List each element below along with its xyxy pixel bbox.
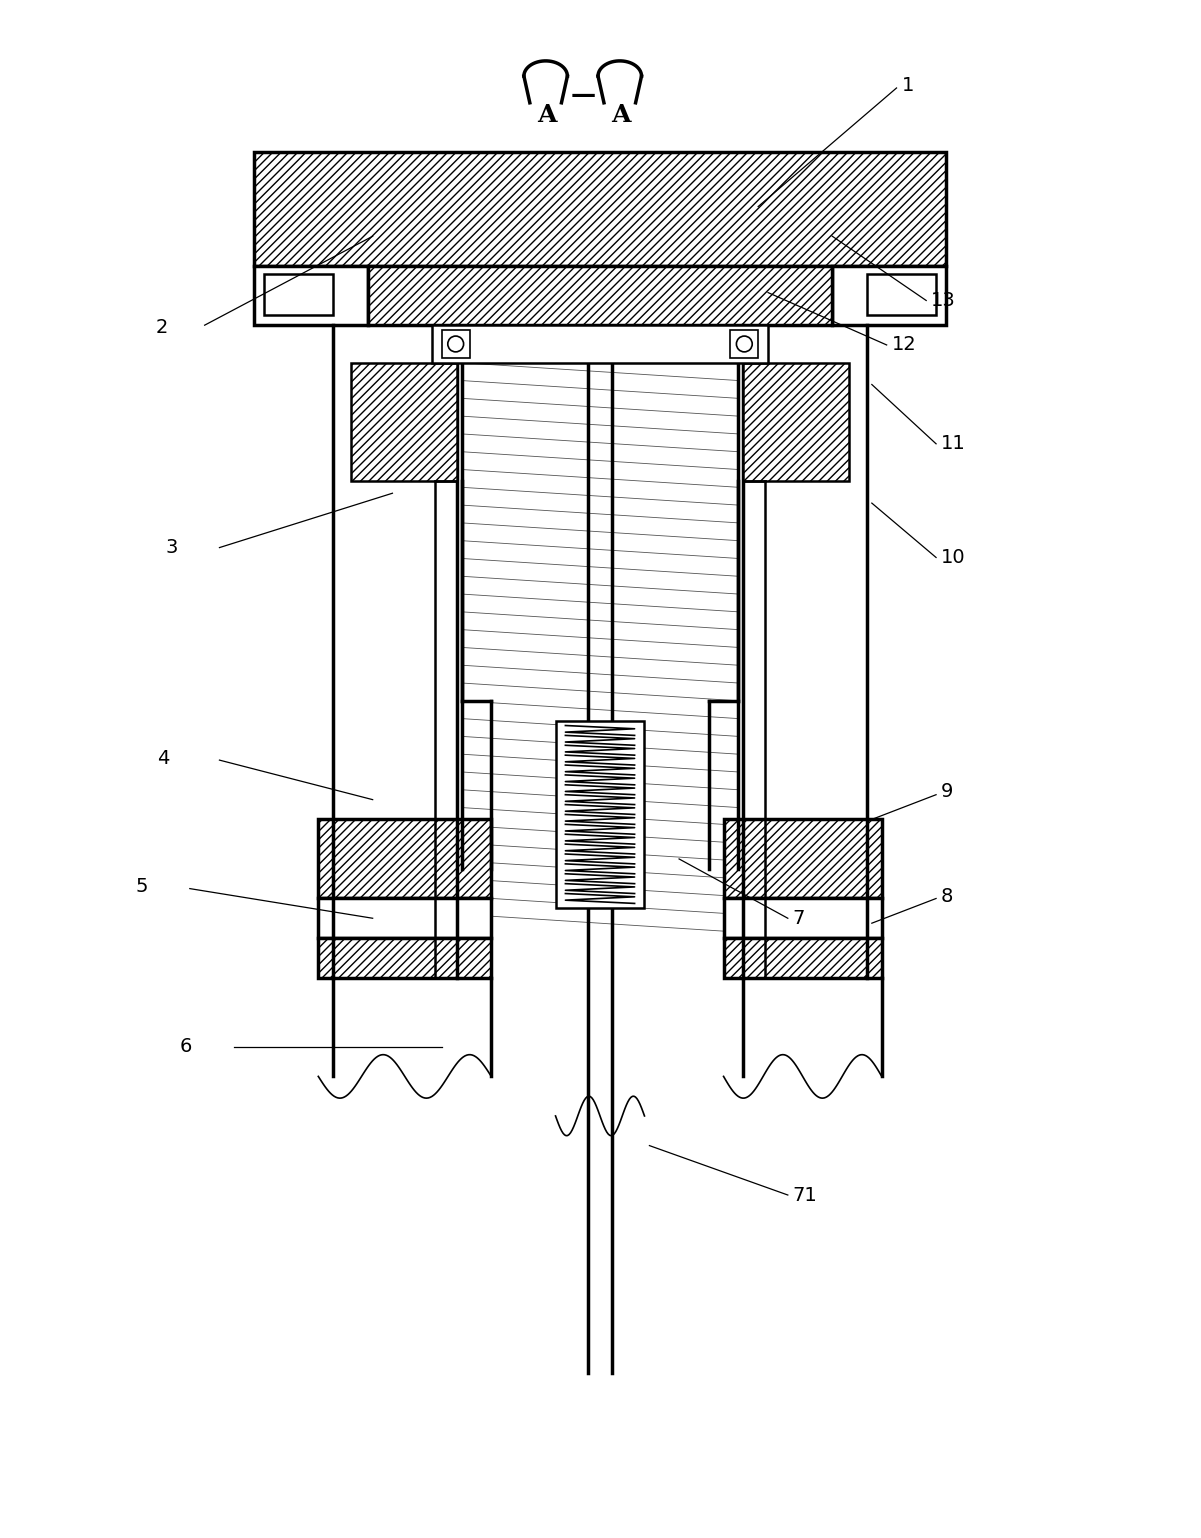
Bar xyxy=(442,331,470,358)
Bar xyxy=(556,721,645,909)
Bar xyxy=(832,266,946,325)
Text: 13: 13 xyxy=(931,291,956,311)
Bar xyxy=(723,938,882,978)
Text: A: A xyxy=(537,103,556,126)
Text: 12: 12 xyxy=(891,335,916,354)
Circle shape xyxy=(736,337,752,352)
Text: A: A xyxy=(611,103,631,126)
Bar xyxy=(255,152,946,266)
Text: 1: 1 xyxy=(902,77,914,95)
Text: 5: 5 xyxy=(136,877,148,897)
Text: 9: 9 xyxy=(942,783,954,801)
Text: 11: 11 xyxy=(942,434,966,454)
Bar xyxy=(723,898,882,938)
Bar xyxy=(730,331,758,358)
Bar xyxy=(318,820,491,898)
Text: 3: 3 xyxy=(165,538,178,557)
Text: 71: 71 xyxy=(793,1186,818,1204)
Bar xyxy=(318,898,491,938)
Text: 7: 7 xyxy=(793,909,805,927)
Circle shape xyxy=(448,337,464,352)
Bar xyxy=(723,820,882,898)
Text: 4: 4 xyxy=(157,749,169,767)
Text: —: — xyxy=(570,83,596,106)
Text: 10: 10 xyxy=(942,548,966,568)
Bar xyxy=(368,266,832,325)
Bar xyxy=(432,325,769,363)
Bar xyxy=(255,266,368,325)
Text: 6: 6 xyxy=(180,1037,192,1057)
Text: 2: 2 xyxy=(155,318,168,337)
Bar xyxy=(351,363,456,481)
Text: 8: 8 xyxy=(942,887,954,906)
Bar xyxy=(867,274,936,315)
Bar xyxy=(264,274,333,315)
Bar xyxy=(318,938,491,978)
Bar xyxy=(743,363,849,481)
